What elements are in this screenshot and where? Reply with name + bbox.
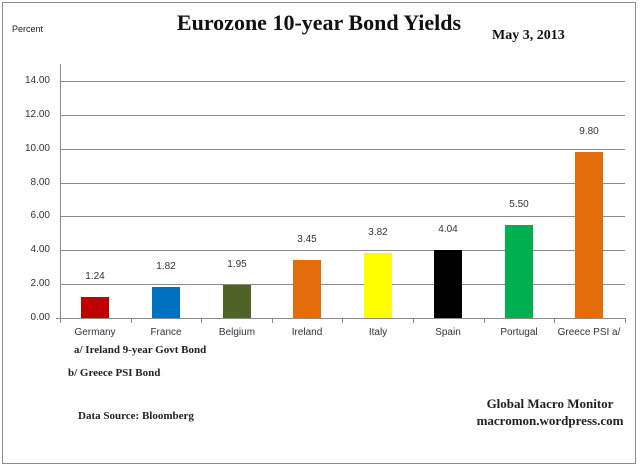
brand-block: Global Macro Monitor macromon.wordpress.… xyxy=(460,395,640,429)
x-tick xyxy=(413,318,414,323)
data-label: 1.95 xyxy=(227,259,247,270)
data-label: 1.82 xyxy=(156,261,176,272)
category-label: Ireland xyxy=(291,327,323,338)
y-axis xyxy=(60,64,61,319)
bar-belgium xyxy=(223,285,251,318)
x-tick xyxy=(342,318,343,323)
category-label: France xyxy=(150,327,182,338)
y-tick-label: 8.00 xyxy=(30,177,50,188)
gridline xyxy=(60,250,625,251)
bar-greece-psi-a xyxy=(575,152,603,318)
category-label: Greece PSI a/ xyxy=(557,327,621,338)
y-tick-label: 6.00 xyxy=(30,210,50,221)
category-label: Italy xyxy=(368,327,388,338)
gridline xyxy=(60,284,625,285)
y-tick-label: 2.00 xyxy=(30,278,50,289)
data-label: 3.45 xyxy=(297,234,317,245)
y-tick-label: 0.00 xyxy=(30,312,50,323)
chart-date: May 3, 2013 xyxy=(492,28,565,43)
y-tick-label: 12.00 xyxy=(24,109,50,120)
x-tick xyxy=(554,318,555,323)
y-tick-label: 14.00 xyxy=(24,75,50,86)
data-label: 3.82 xyxy=(368,227,388,238)
bar-italy xyxy=(364,253,392,318)
x-tick xyxy=(625,318,626,323)
data-label: 9.80 xyxy=(579,126,599,137)
x-tick xyxy=(272,318,273,323)
chart-title: Eurozone 10-year Bond Yields xyxy=(176,10,462,35)
bar-germany xyxy=(81,297,109,318)
y-axis-label: Percent xyxy=(12,24,44,34)
footnote-b: b/ Greece PSI Bond xyxy=(68,367,161,379)
x-tick xyxy=(131,318,132,323)
brand-url: macromon.wordpress.com xyxy=(476,413,624,428)
bar-portugal xyxy=(505,225,533,318)
category-label: Spain xyxy=(435,327,461,338)
y-tick-label: 4.00 xyxy=(30,244,50,255)
gridline xyxy=(60,216,625,217)
x-tick xyxy=(60,318,61,323)
bar-ireland xyxy=(293,260,321,318)
gridline xyxy=(60,115,625,116)
gridline xyxy=(60,183,625,184)
bar-france xyxy=(152,287,180,318)
x-tick xyxy=(201,318,202,323)
footnote-a: a/ Ireland 9-year Govt Bond xyxy=(74,344,207,356)
brand-name: Global Macro Monitor xyxy=(486,396,614,411)
x-axis xyxy=(56,318,625,319)
data-label: 5.50 xyxy=(509,199,529,210)
category-label: Belgium xyxy=(218,327,256,338)
gridline xyxy=(60,81,625,82)
x-tick xyxy=(484,318,485,323)
data-source: Data Source: Bloomberg xyxy=(78,410,194,422)
y-tick-label: 10.00 xyxy=(24,143,50,154)
category-label: Portugal xyxy=(500,327,538,338)
bar-spain xyxy=(434,250,462,318)
data-label: 1.24 xyxy=(85,271,105,282)
gridline xyxy=(60,149,625,150)
category-label: Germany xyxy=(74,327,116,338)
data-label: 4.04 xyxy=(438,224,458,235)
